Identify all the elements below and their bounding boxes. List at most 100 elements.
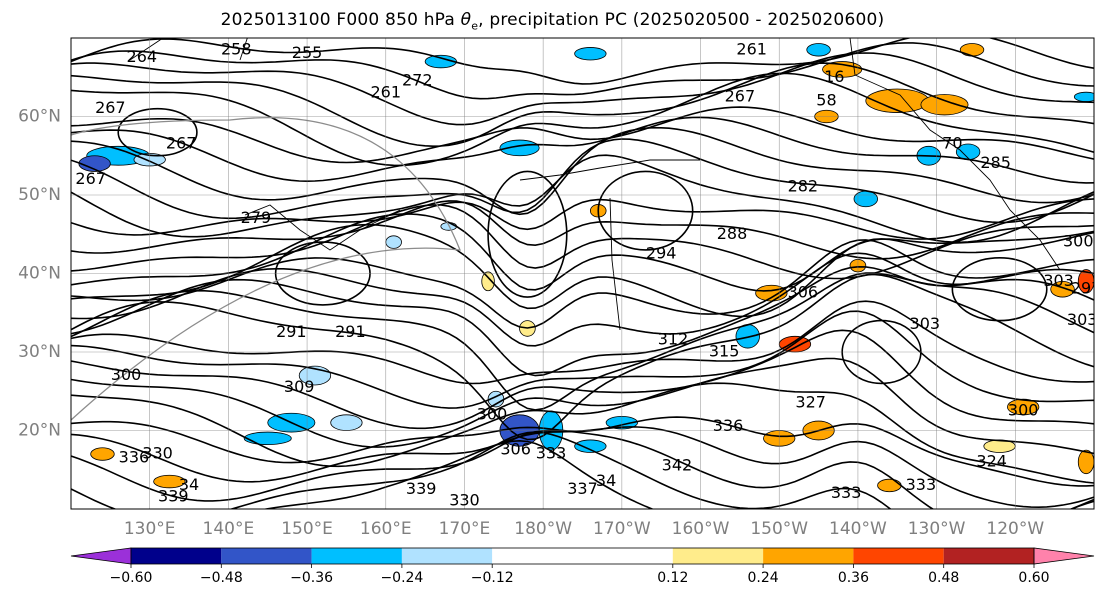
- contour-label: 336: [713, 416, 744, 435]
- closed-contour: [597, 170, 694, 251]
- coastline: [849, 38, 1061, 271]
- contour-line: [71, 154, 1094, 244]
- shading-blob: [243, 431, 292, 446]
- title-suffix: , precipitation PC (2025020500 - 2025020…: [478, 10, 885, 30]
- contour-line: [71, 126, 1094, 216]
- colorbar-tick-label: 0.48: [928, 570, 959, 586]
- gridlines: [71, 38, 1094, 509]
- colorbar-tick-label: −0.48: [200, 570, 243, 586]
- contour-line: [71, 106, 1094, 164]
- longitude-label: 130°E: [124, 519, 176, 539]
- contour-label: 339: [158, 487, 189, 506]
- contour-line: [71, 310, 1094, 409]
- shading-blob: [481, 271, 495, 292]
- longitude-label: 160°W: [672, 519, 730, 539]
- contour-label: 336: [119, 447, 150, 466]
- title-prefix: 2025013100 F000 850 hPa: [220, 10, 461, 30]
- longitude-label: 150°W: [750, 519, 808, 539]
- colorbar-segment: [221, 548, 312, 564]
- shading-blob: [574, 439, 607, 453]
- latitude-label: 60°N: [18, 107, 61, 127]
- contour-label: 309: [284, 377, 315, 396]
- shading-blob: [853, 190, 878, 208]
- shading-blob: [90, 447, 115, 461]
- title-subscript: e: [471, 19, 479, 33]
- contour-labels: 264 258 2552672672672792612722612671658702…: [75, 39, 1102, 510]
- contour-line: [71, 382, 1094, 484]
- contour-label: 282: [788, 177, 819, 196]
- contour-label: 300: [1008, 400, 1039, 419]
- colorbar-segment: [853, 548, 944, 564]
- theta-e-contours: [71, 38, 1094, 509]
- longitude-label: 140°W: [829, 519, 887, 539]
- colorbar-tick-label: 0.24: [748, 570, 779, 586]
- contour-label: 315: [709, 342, 740, 361]
- shading-blob: [153, 474, 186, 489]
- shading-blob: [877, 478, 902, 493]
- contour-label: 58: [816, 90, 836, 109]
- colorbar-segment: [131, 548, 222, 564]
- map-frame: [70, 37, 1095, 510]
- map-title: 2025013100 F000 850 hPa θe, precipitatio…: [0, 10, 1105, 32]
- contour-line: [71, 329, 1094, 430]
- longitude-label: 170°E: [439, 519, 491, 539]
- closed-contour: [487, 170, 568, 298]
- colorbar-segment: [401, 548, 493, 564]
- contour-label: 303: [910, 314, 941, 333]
- contour-label: 297: [1071, 279, 1102, 298]
- contour-label: 300: [477, 404, 508, 423]
- contour-label: 330: [449, 491, 480, 510]
- gray-arc: [71, 117, 462, 421]
- contour-line: [71, 273, 1094, 441]
- colorbar-tick-label: −0.12: [471, 570, 514, 586]
- contour-label: 288: [717, 224, 748, 243]
- contour-label: 324: [976, 451, 1007, 470]
- latitude-label: 30°N: [18, 342, 61, 362]
- contour-line: [71, 239, 1094, 329]
- latitude-label: 50°N: [18, 185, 61, 205]
- contour-label: 342: [662, 455, 693, 474]
- latitude-labels: 20°N 30°N 40°N 50°N 60°N: [18, 107, 61, 441]
- contour-label: 34: [179, 475, 199, 494]
- contour-line: [71, 198, 1094, 240]
- contour-line: [71, 42, 1094, 100]
- latitude-label: 20°N: [18, 421, 61, 441]
- contour-line: [71, 38, 1094, 85]
- contour-line: [71, 357, 1094, 455]
- title-symbol: θ: [460, 10, 472, 30]
- contour-line: [71, 426, 1094, 509]
- longitude-label: 150°E: [281, 519, 333, 539]
- shading-blob: [499, 139, 540, 157]
- contour-line: [71, 52, 1094, 126]
- shading-blob: [920, 94, 969, 116]
- colorbar-segment: [672, 548, 764, 564]
- shading-blob: [735, 324, 760, 349]
- shading-blob: [959, 43, 985, 57]
- contour-label: 333: [831, 483, 862, 502]
- contour-label: 294: [646, 243, 677, 262]
- longitude-label: 180°W: [514, 519, 572, 539]
- colorbar-tick-label: −0.36: [290, 570, 333, 586]
- contour-line: [71, 429, 1094, 509]
- colorbar-outline: [130, 547, 1035, 565]
- contour-label: 291: [276, 322, 307, 341]
- contour-line: [71, 223, 1094, 318]
- contour-label: 337: [567, 479, 598, 498]
- colorbar-extend-high: [1033, 547, 1095, 565]
- contour-label: 300: [111, 365, 142, 384]
- contour-line: [262, 439, 1094, 509]
- contour-label: 34: [596, 471, 616, 490]
- coastline: [244, 204, 401, 251]
- contour-label: 333: [536, 444, 567, 463]
- contour-line: [71, 272, 1094, 411]
- contour-label: 261: [370, 82, 401, 101]
- shading-blob: [574, 47, 607, 61]
- longitude-label: 160°E: [360, 519, 412, 539]
- contour-label: 267: [75, 169, 106, 188]
- contour-line: [71, 431, 1094, 509]
- colorbar-tick-label: −0.24: [380, 570, 423, 586]
- contour-line: [71, 62, 1094, 148]
- colorbar-extend-low: [70, 547, 132, 565]
- coastline: [519, 159, 700, 181]
